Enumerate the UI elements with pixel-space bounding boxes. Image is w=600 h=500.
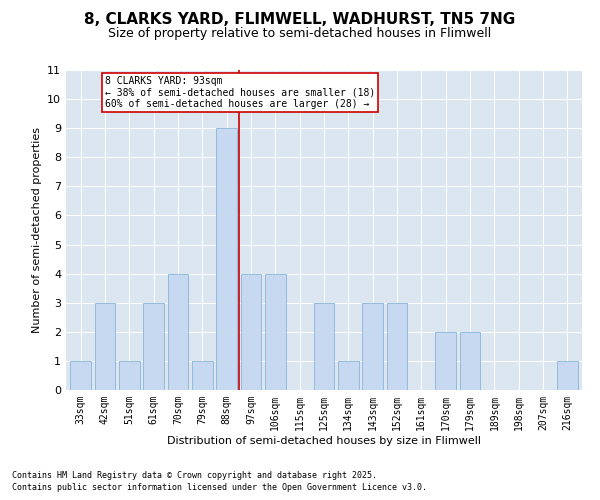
Bar: [241, 274, 262, 390]
Bar: [386, 302, 407, 390]
Bar: [143, 302, 164, 390]
Y-axis label: Number of semi-detached properties: Number of semi-detached properties: [32, 127, 41, 333]
Text: 8 CLARKS YARD: 93sqm
← 38% of semi-detached houses are smaller (18)
60% of semi-: 8 CLARKS YARD: 93sqm ← 38% of semi-detac…: [105, 76, 375, 109]
Bar: [95, 302, 115, 390]
Bar: [557, 361, 578, 390]
Bar: [436, 332, 456, 390]
Text: Contains public sector information licensed under the Open Government Licence v3: Contains public sector information licen…: [12, 484, 427, 492]
Bar: [460, 332, 481, 390]
Text: Size of property relative to semi-detached houses in Flimwell: Size of property relative to semi-detach…: [109, 28, 491, 40]
Bar: [192, 361, 212, 390]
Bar: [216, 128, 237, 390]
Bar: [314, 302, 334, 390]
Bar: [362, 302, 383, 390]
Text: Contains HM Land Registry data © Crown copyright and database right 2025.: Contains HM Land Registry data © Crown c…: [12, 471, 377, 480]
X-axis label: Distribution of semi-detached houses by size in Flimwell: Distribution of semi-detached houses by …: [167, 436, 481, 446]
Bar: [167, 274, 188, 390]
Bar: [265, 274, 286, 390]
Bar: [70, 361, 91, 390]
Bar: [119, 361, 140, 390]
Bar: [338, 361, 359, 390]
Text: 8, CLARKS YARD, FLIMWELL, WADHURST, TN5 7NG: 8, CLARKS YARD, FLIMWELL, WADHURST, TN5 …: [85, 12, 515, 28]
